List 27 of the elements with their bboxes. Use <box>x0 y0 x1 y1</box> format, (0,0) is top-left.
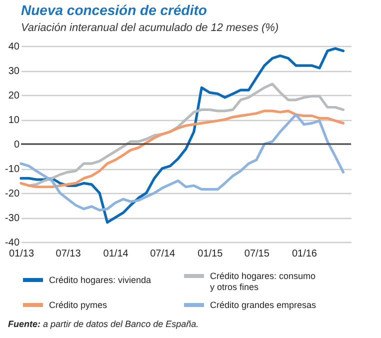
x-tick-label: 07/13 <box>56 248 82 260</box>
y-tick-label: -10 <box>5 164 20 175</box>
source-note: Fuente: a partir de datos del Banco de España. <box>8 319 200 329</box>
y-tick-label: 0 <box>14 140 20 150</box>
x-tick-label: 07/15 <box>244 248 270 260</box>
line-series <box>20 113 345 212</box>
y-tick-label: 30 <box>8 66 20 77</box>
legend-label: Crédito pymes <box>49 300 108 310</box>
y-tick-label: -20 <box>5 188 20 200</box>
legend-label: Crédito grandes empresas <box>210 300 317 310</box>
line-series <box>20 47 345 224</box>
x-tick-label: 01/15 <box>198 248 224 260</box>
y-tick-label: 10 <box>8 115 20 126</box>
x-tick-label: 01/14 <box>103 248 129 260</box>
chart-title: Nueva concesión de crédito <box>21 2 208 18</box>
line-series <box>20 110 345 188</box>
y-tick-label: -30 <box>5 213 20 224</box>
y-tick-label: 20 <box>8 90 20 102</box>
chart-subtitle: Variación interanual del acumulado de 12 meses (%) <box>21 22 279 34</box>
x-tick-label: 01/13 <box>8 248 34 260</box>
y-tick-label: -40 <box>5 238 20 248</box>
legend-label: Crédito hogares: consumo y otros fines <box>210 271 316 292</box>
x-tick-label: 01/16 <box>292 248 318 260</box>
line-series <box>28 82 345 187</box>
x-tick-label: 07/14 <box>150 248 176 260</box>
y-tick-label: 40 <box>8 42 20 52</box>
legend-label: Crédito hogares: vivienda <box>49 275 152 285</box>
